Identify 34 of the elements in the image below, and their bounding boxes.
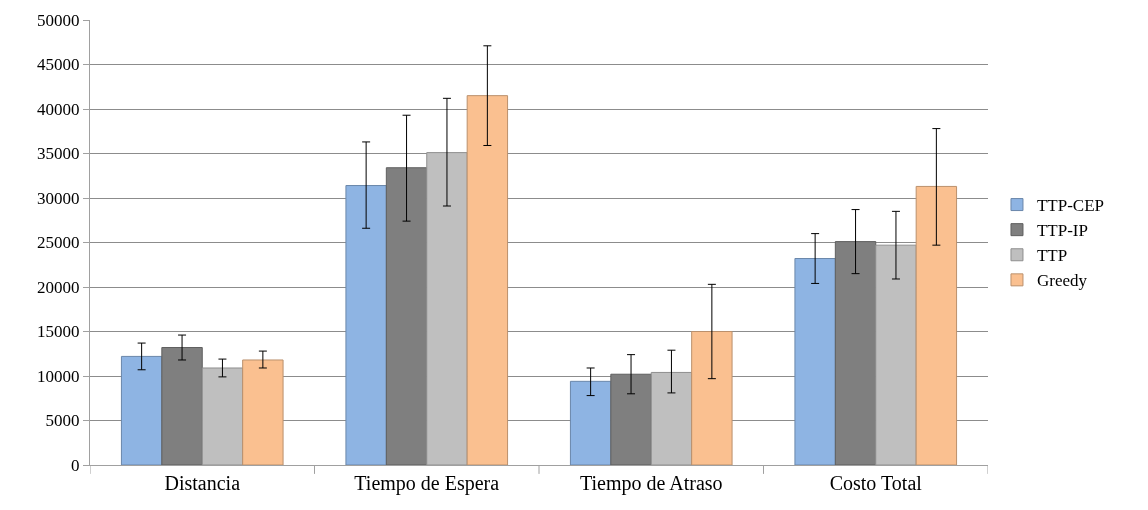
bar (385, 167, 428, 465)
bar (691, 331, 733, 465)
bar (242, 359, 284, 465)
y-tick-label: 15000 (37, 322, 80, 342)
legend-label: Greedy (1036, 271, 1088, 291)
y-tick-label: 40000 (37, 99, 80, 119)
y-tick-label: 30000 (37, 188, 80, 208)
bar (610, 373, 652, 465)
bar (466, 95, 509, 465)
bar (569, 380, 612, 465)
bar (161, 347, 203, 465)
y-tick-label: 0 (71, 455, 80, 475)
x-tick-label: Tiempo de Espera (354, 472, 500, 495)
legend-label: TTP-IP (1036, 221, 1088, 241)
legend-label: TTP-CEP (1036, 196, 1105, 216)
x-tick-label: Costo Total (829, 472, 923, 494)
x-tick-label: Tiempo de Atraso (579, 472, 723, 495)
bar (650, 371, 693, 465)
bar (915, 185, 958, 465)
y-tick-label: 50000 (37, 10, 80, 30)
bar (834, 241, 877, 465)
y-tick-label: 20000 (37, 277, 80, 297)
y-tick-label: 35000 (37, 144, 80, 164)
bar (120, 355, 163, 465)
x-tick-label: Distancia (164, 472, 241, 494)
bar (794, 258, 836, 465)
bar (345, 185, 387, 465)
bar (875, 244, 917, 465)
y-tick-label: 5000 (45, 411, 80, 431)
legend-label: TTP (1036, 246, 1068, 266)
y-tick-label: 10000 (37, 366, 80, 386)
y-tick-label: 45000 (37, 55, 80, 75)
bar (201, 367, 244, 465)
y-tick-label: 25000 (37, 233, 80, 253)
